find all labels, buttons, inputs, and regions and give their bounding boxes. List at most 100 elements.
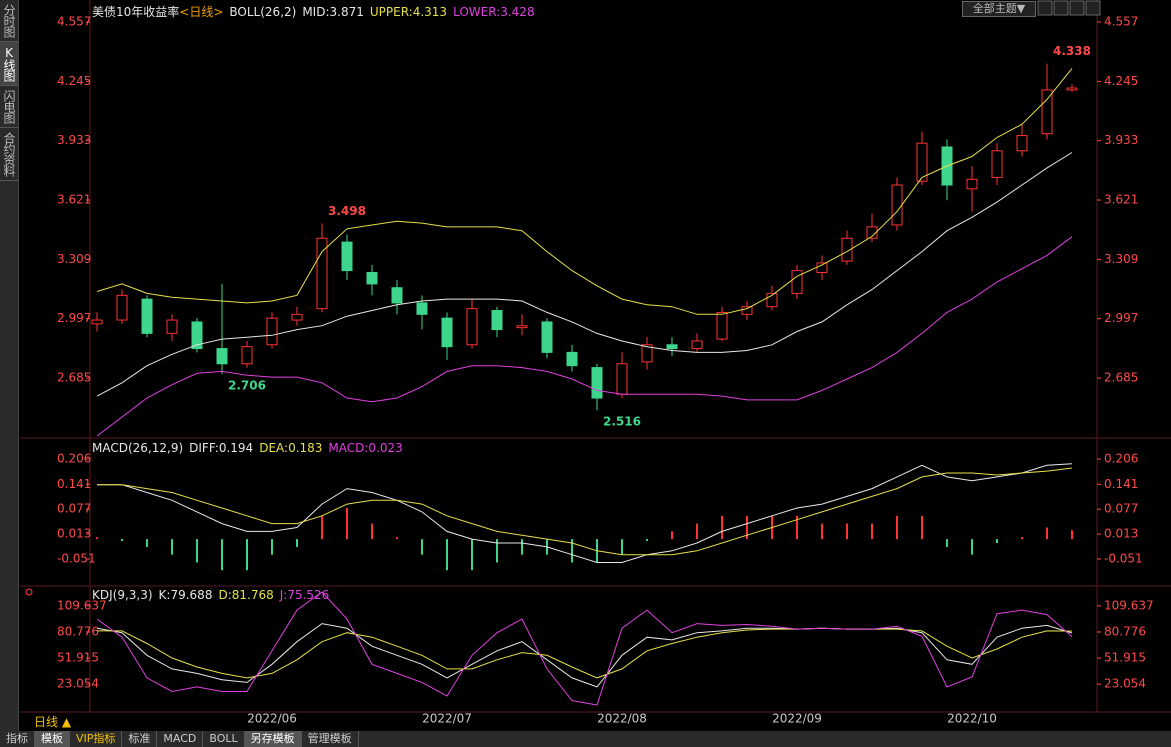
candle-body: [266, 317, 278, 346]
candle-body: [491, 310, 503, 331]
y-tick-label: 3.621: [57, 193, 91, 207]
candle-body: [791, 270, 803, 294]
x-tick-label: 2022/07: [422, 712, 472, 726]
candle-body: [916, 142, 928, 182]
bottom-tab[interactable]: 管理模板: [302, 731, 359, 747]
candle-body: [716, 311, 728, 340]
candle-body: [441, 317, 453, 348]
y-tick-label: 4.245: [1104, 74, 1138, 88]
bottom-tab[interactable]: BOLL: [203, 731, 245, 747]
theme-button[interactable]: 全部主题▼: [962, 1, 1036, 17]
candle-body: [866, 226, 878, 239]
y-tick-label: 4.557: [57, 15, 91, 29]
period-selector[interactable]: 日线 ▲: [34, 715, 72, 729]
extreme-label: 3.498: [328, 204, 366, 218]
x-tick-label: 2022/06: [247, 712, 297, 726]
y-tick-label: 0.206: [57, 452, 91, 466]
candle-body: [541, 321, 553, 353]
panel-header: KDJ(9,3,3) K:79.688 D:81.768 J:75.526: [92, 588, 329, 602]
candle-body: [966, 178, 978, 190]
y-tick-label: 3.933: [1104, 133, 1138, 147]
y-tick-label: 109.637: [57, 598, 107, 612]
candle-body: [516, 325, 528, 329]
y-tick-label: 2.997: [57, 311, 91, 325]
legend-entry: D:81.768: [218, 588, 274, 602]
cursor-icon: [25, 588, 33, 596]
panel-header: 美债10年收益率 <日线> BOLL(26,2) MID:3.871 UPPER:4.3…: [92, 3, 535, 20]
candle-body: [141, 298, 153, 334]
y-tick-label: 0.077: [1104, 502, 1138, 516]
side-tabs: 分时图 K线图 闪电图 合约资料: [0, 0, 19, 732]
candle-body: [666, 344, 678, 350]
candle-body: [741, 306, 753, 315]
candle-body: [291, 313, 303, 321]
extreme-label: 4.338: [1053, 44, 1091, 58]
indicator-line: [96, 68, 1073, 315]
indicator-line: [96, 236, 1073, 437]
indicator-line: [96, 152, 1073, 397]
x-tick-label: 2022/08: [597, 712, 647, 726]
icon-button[interactable]: [1085, 0, 1101, 16]
candle-body: [816, 262, 828, 273]
bottom-tab[interactable]: 标准: [122, 731, 158, 747]
side-tab[interactable]: 分时图: [0, 0, 18, 42]
extreme-label: 2.516: [603, 415, 641, 429]
bottom-tab[interactable]: VIP指标: [70, 731, 123, 747]
icon-button[interactable]: [1069, 0, 1085, 16]
candle-body: [416, 302, 428, 315]
side-tab[interactable]: K线图: [0, 42, 18, 86]
y-tick-label: 3.309: [1104, 252, 1138, 266]
candle-body: [366, 271, 378, 285]
side-tab[interactable]: 闪电图: [0, 86, 18, 128]
candle-body: [466, 308, 478, 346]
candle-body: [216, 348, 228, 365]
candle-body: [841, 237, 853, 262]
y-tick-label: 3.309: [57, 252, 91, 266]
bottom-tab[interactable]: 模板: [35, 731, 70, 747]
bottom-tab[interactable]: 另存模板: [244, 731, 302, 747]
toolbar-icons[interactable]: [1037, 0, 1101, 16]
legend-entry: DIFF:0.194: [189, 441, 254, 455]
candle-body: [616, 363, 628, 395]
y-tick-label: -0.051: [1104, 551, 1143, 565]
panel-title: MACD(26,12,9): [92, 441, 184, 455]
candle-body: [591, 367, 603, 399]
candle-body: [991, 150, 1003, 178]
candle-body: [691, 340, 703, 350]
y-tick-label: 23.054: [57, 677, 99, 691]
icon-button[interactable]: [1037, 0, 1053, 16]
indicator-line: [96, 591, 1073, 706]
panel-title: KDJ(9,3,3): [92, 588, 153, 602]
legend-entry: MID:3.871: [302, 4, 364, 19]
legend-entry: MACD:0.023: [328, 441, 403, 455]
candle-body: [91, 319, 103, 325]
candle-body: [1016, 135, 1028, 152]
y-tick-label: -0.051: [57, 551, 96, 565]
candle-body: [891, 184, 903, 226]
candle-body: [316, 237, 328, 310]
extreme-label: 2.706: [228, 379, 266, 393]
candle-body: [1066, 87, 1078, 91]
x-tick-label: 2022/09: [772, 712, 822, 726]
y-tick-label: 0.206: [1104, 452, 1138, 466]
indicator-line: [97, 627, 1073, 679]
y-tick-label: 2.685: [57, 371, 91, 385]
candle-body: [241, 346, 253, 365]
icon-button[interactable]: [1053, 0, 1069, 16]
bottom-tab[interactable]: MACD: [157, 731, 204, 747]
bottom-tab[interactable]: 指标: [0, 731, 35, 747]
side-tab[interactable]: 合约资料: [0, 128, 18, 181]
y-tick-label: 4.557: [1104, 15, 1138, 29]
legend-entry: LOWER:3.428: [453, 4, 535, 19]
period-label: <日线>: [179, 5, 224, 19]
y-tick-label: 0.141: [1104, 477, 1138, 491]
x-tick-label: 2022/10: [947, 712, 997, 726]
y-tick-label: 3.621: [1104, 193, 1138, 207]
indicator-line: [97, 467, 1073, 556]
candle-body: [1041, 89, 1053, 135]
candle-body: [191, 321, 203, 350]
y-tick-label: 2.685: [1104, 371, 1138, 385]
candle-body: [341, 241, 353, 272]
